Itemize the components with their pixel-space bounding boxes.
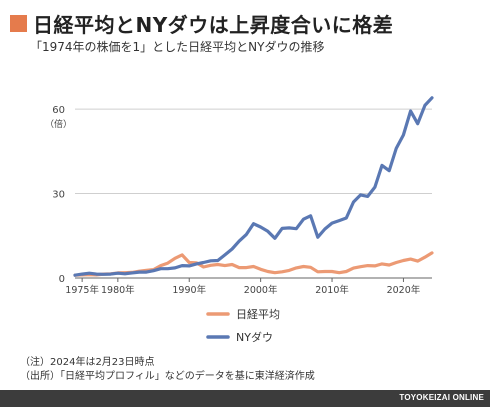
y-tick-label: 60 [52, 105, 65, 116]
x-tick-label: 1975年 [65, 284, 99, 296]
legend-item-nikkei-label: 日経平均 [236, 308, 280, 321]
chart-title: 日経平均とNYダウは上昇度合いに格差 [33, 13, 394, 37]
note-source: （出所）「日経平均プロフィル」などのデータを基に東洋経済作成 [20, 371, 315, 382]
x-tick-label: 1990年 [172, 284, 206, 296]
grid-layer [75, 108, 432, 279]
x-tick-label: 1980年 [101, 284, 135, 296]
note-date: （注）2024年は2月23日時点 [20, 357, 155, 368]
title-row: 日経平均とNYダウは上昇度合いに格差 [10, 9, 393, 38]
chart-subtitle: 「1974年の株価を1」とした日経平均とNYダウの推移 [30, 40, 325, 54]
x-tick-label: 2020年 [387, 284, 421, 296]
y-tick-label: 30 [52, 190, 65, 201]
legend-item-ny-dow-label: NYダウ [236, 330, 273, 344]
line-chart: 0 30 60 （倍） 1975年 1980年 1990年 2000年 2010年 2020年 日… [45, 96, 434, 344]
y-tick-label: 0 [59, 274, 65, 285]
y-axis-unit-label: （倍） [45, 118, 72, 130]
axis-layer: 0 30 60 （倍） 1975年 1980年 1990年 2000年 2010年 2020年 [45, 105, 421, 296]
series-line-ny-dow [73, 96, 434, 277]
title-accent-square [10, 15, 27, 32]
legend: 日経平均 NYダウ [206, 308, 280, 344]
x-tick-label: 2010年 [315, 284, 349, 296]
x-tick-label: 2000年 [244, 284, 278, 296]
footer-bar: TOYOKEIZAI ONLINE [0, 390, 490, 407]
notes: （注）2024年は2月23日時点 （出所）「日経平均プロフィル」などのデータを基… [20, 356, 315, 384]
series-layer [73, 96, 434, 277]
footer-credit: TOYOKEIZAI ONLINE [399, 393, 484, 402]
